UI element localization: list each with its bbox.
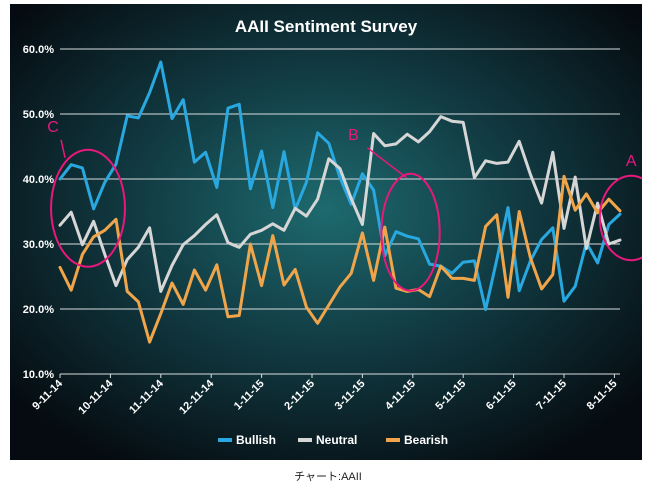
annotation-circle-b xyxy=(380,172,441,292)
series-line-neutral xyxy=(58,115,622,293)
y-tick-label: 10.0% xyxy=(23,369,54,381)
y-tick-label: 20.0% xyxy=(23,304,54,316)
chart-background xyxy=(10,4,642,460)
chart-title: AAII Sentiment Survey xyxy=(235,17,418,36)
annotation-pointer-c xyxy=(60,139,66,158)
annotation-circle-a xyxy=(598,174,642,262)
series-line-bearish xyxy=(58,174,622,344)
series-line-bullish xyxy=(58,60,622,312)
legend-label: Bearish xyxy=(404,433,448,447)
legend-label: Neutral xyxy=(316,433,357,447)
series-lines xyxy=(58,60,622,344)
y-tick-label: 50.0% xyxy=(23,109,54,121)
y-axis-ticks: 10.0% 20.0% 30.0% 40.0% 50.0% 60.0% xyxy=(23,44,54,381)
annotation-label-b: B xyxy=(348,127,359,144)
legend-label: Bullish xyxy=(236,433,276,447)
chart: AAII Sentiment Survey 10.0% 20.0% 30.0% 40.… xyxy=(10,4,642,460)
chart-frame: AAII Sentiment Survey 10.0% 20.0% 30.0% 40.… xyxy=(10,4,642,460)
legend: Bullish Neutral Bearish xyxy=(218,433,448,447)
y-tick-label: 30.0% xyxy=(23,239,54,251)
annotation-label-a: A xyxy=(626,153,637,170)
annotation-circle-c xyxy=(50,148,126,268)
annotation-label-c: C xyxy=(47,119,59,136)
y-tick-label: 40.0% xyxy=(23,174,54,186)
source-caption: チャート:AAII xyxy=(294,471,362,483)
annotation-pointer-b xyxy=(366,147,408,179)
y-tick-label: 60.0% xyxy=(23,44,54,56)
annotations: A B C xyxy=(47,119,642,292)
